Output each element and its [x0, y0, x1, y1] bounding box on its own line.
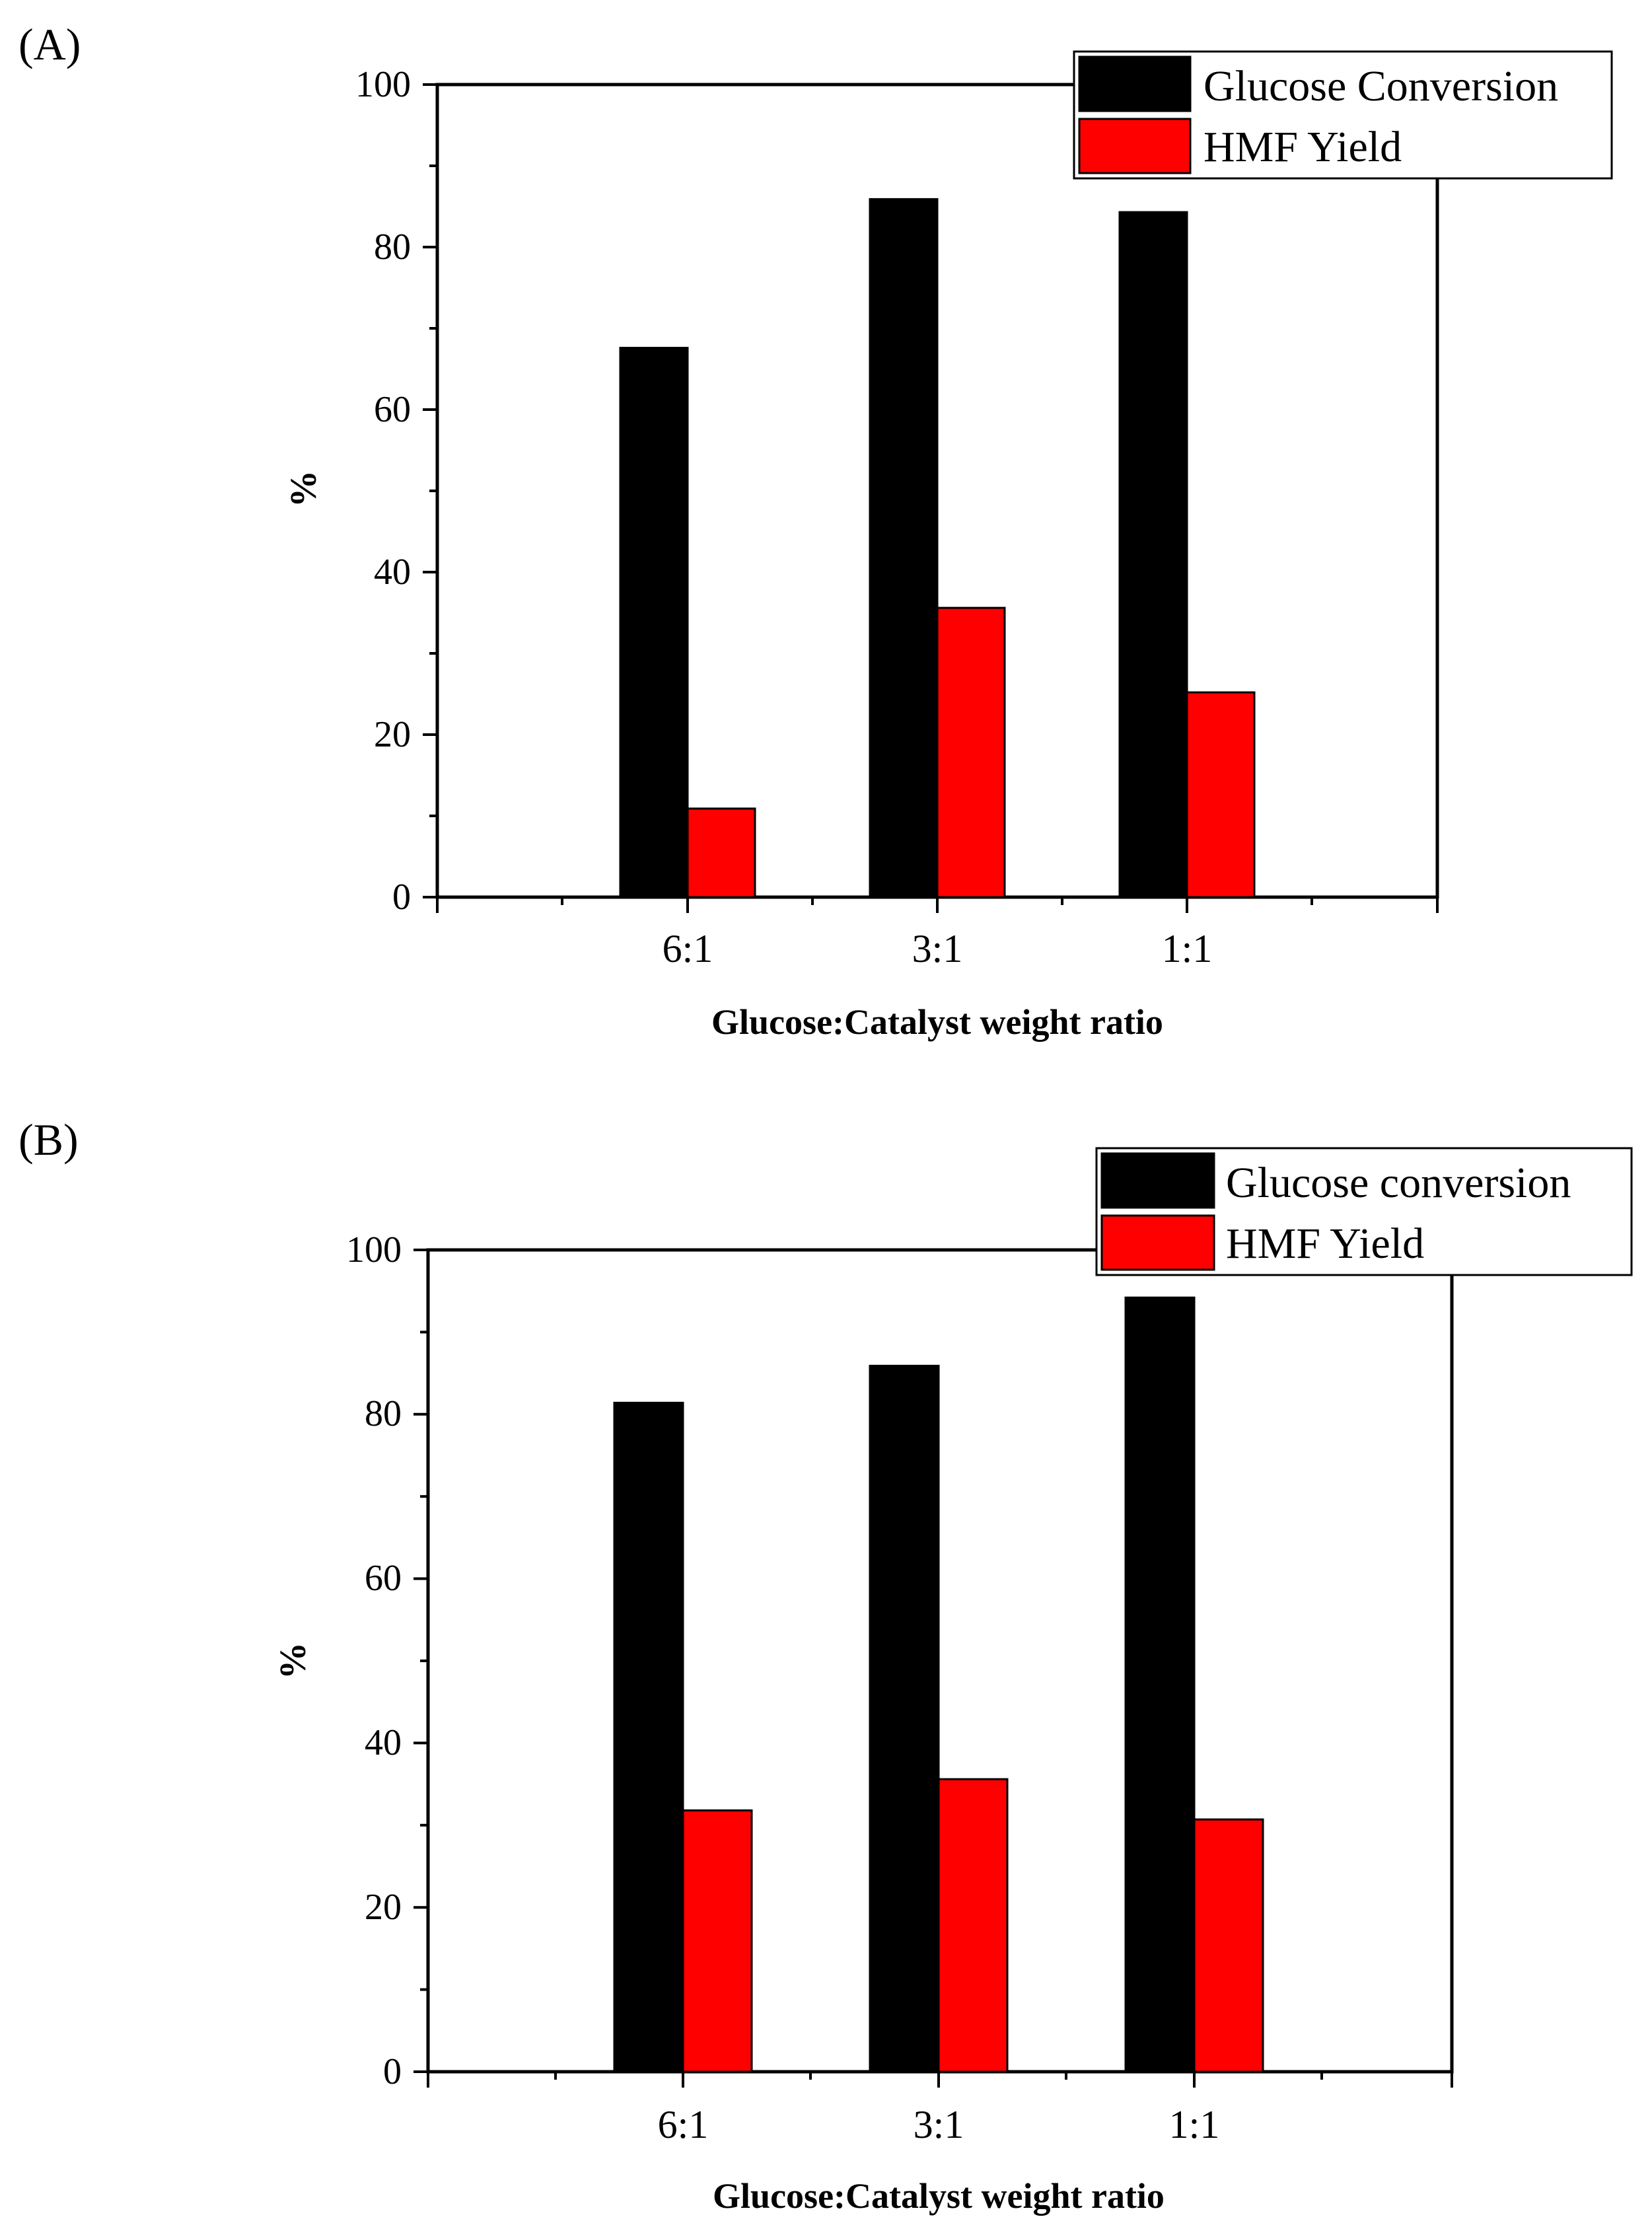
bar-hmf-yield-1-1 — [1193, 1818, 1264, 2073]
y-tick-label: 20 — [374, 714, 411, 755]
y-tick-label: 20 — [365, 1887, 402, 1928]
y-tick-label: 60 — [374, 389, 411, 430]
bar-hmf-yield-6-1 — [686, 807, 756, 898]
chart-panel-a: (A) 0 20 40 60 80 100 6:1 3:1 1:1 Glucos… — [18, 19, 1613, 1042]
legend-swatch-yield-a — [1078, 118, 1192, 174]
bar-glucose-conversion-1-1 — [1124, 1296, 1196, 2073]
x-tick-label: 3:1 — [914, 2103, 964, 2146]
y-tick-label: 80 — [374, 227, 411, 268]
y-tick-label: 40 — [365, 1722, 402, 1763]
legend-a: Glucose Conversion HMF Yield — [1073, 50, 1613, 180]
y-tick-labels-a: 0 20 40 60 80 100 — [355, 64, 411, 918]
bar-glucose-conversion-6-1 — [613, 1401, 684, 2073]
axes-b — [413, 1249, 1453, 2088]
legend-label-conversion-a: Glucose Conversion — [1203, 62, 1558, 110]
x-tick-label: 1:1 — [1169, 2103, 1220, 2146]
y-axis-title-a: % — [283, 470, 324, 507]
x-axis-title-a: Glucose:Catalyst weight ratio — [711, 1002, 1163, 1042]
x-tick-labels-a: 6:1 3:1 1:1 — [663, 927, 1213, 970]
x-tick-label: 3:1 — [912, 927, 963, 970]
x-tick-label: 6:1 — [663, 927, 713, 970]
y-axis-title-b: % — [273, 1642, 314, 1679]
legend-b: Glucose conversion HMF Yield — [1095, 1147, 1633, 1276]
y-tick-label: 0 — [383, 2051, 402, 2092]
bar-hmf-yield-3-1 — [936, 606, 1006, 898]
y-tick-label: 40 — [374, 552, 411, 593]
bars-a — [619, 198, 1256, 898]
x-tick-label: 6:1 — [658, 2103, 709, 2146]
legend-label-yield-a: HMF Yield — [1203, 123, 1402, 171]
bar-glucose-conversion-1-1 — [1118, 211, 1188, 898]
y-tick-label: 80 — [365, 1393, 402, 1434]
bar-glucose-conversion-3-1 — [869, 198, 939, 898]
bar-glucose-conversion-6-1 — [619, 347, 689, 898]
y-tick-label: 100 — [346, 1229, 402, 1270]
y-tick-labels-b: 0 20 40 60 80 100 — [346, 1229, 402, 2092]
x-tick-label: 1:1 — [1162, 927, 1213, 970]
bar-hmf-yield-1-1 — [1186, 691, 1256, 898]
bar-glucose-conversion-3-1 — [869, 1364, 940, 2073]
bars-b — [613, 1296, 1264, 2073]
legend-swatch-yield-b — [1100, 1214, 1215, 1271]
legend-label-yield-b: HMF Yield — [1226, 1220, 1424, 1268]
panel-label-b: (B) — [18, 1114, 79, 1165]
bar-hmf-yield-6-1 — [682, 1809, 753, 2073]
bar-hmf-yield-3-1 — [937, 1778, 1009, 2073]
chart-panel-b: (B) 0 20 40 60 80 100 6:1 3:1 1:1 Glucos… — [18, 1114, 1633, 2216]
y-tick-label: 0 — [392, 877, 411, 918]
x-axis-title-b: Glucose:Catalyst weight ratio — [713, 2176, 1165, 2216]
legend-label-conversion-b: Glucose conversion — [1226, 1159, 1571, 1207]
legend-swatch-conversion-b — [1100, 1152, 1215, 1209]
x-tick-labels-b: 6:1 3:1 1:1 — [658, 2103, 1220, 2146]
axes-a — [423, 83, 1439, 913]
y-tick-label: 60 — [365, 1558, 402, 1599]
panel-label-a: (A) — [18, 19, 81, 69]
legend-swatch-conversion-a — [1078, 55, 1192, 112]
y-tick-label: 100 — [355, 64, 411, 105]
